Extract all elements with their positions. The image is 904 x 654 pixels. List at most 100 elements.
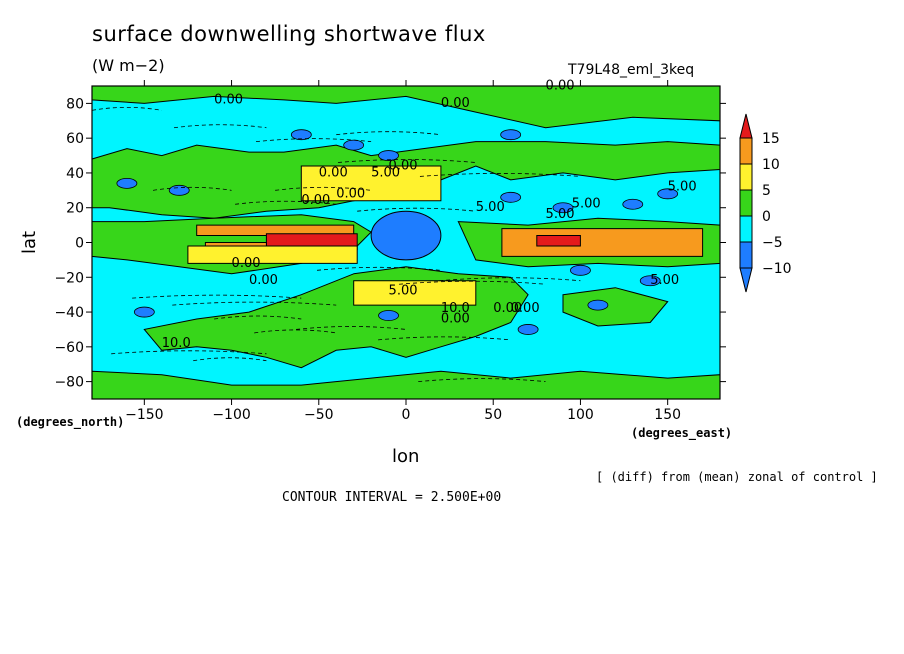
colorbar-segment [739,241,753,269]
colorbar-label: 5 [762,183,771,199]
x-tick-label: 0 [402,407,411,423]
negative-contour-line [275,186,372,191]
colorbar-label: 0 [762,209,771,225]
contour-label: 0.00 [301,193,330,208]
contour-label: 0.00 [441,96,470,111]
contour-region-blue [639,275,661,287]
negative-contour-line [439,277,581,282]
negative-contour-line [398,280,546,285]
negative-contour-line [336,131,441,136]
negative-contour-line [418,378,546,383]
contour-region-blue [500,129,522,141]
contour-label: 0.00 [493,301,522,316]
contour-region-green [562,287,669,327]
contour-label: 5.00 [650,273,679,288]
y-tick-label: 80 [66,96,84,112]
negative-contour-line [214,315,302,320]
negative-contour-line [419,173,581,177]
contour-label: 0.00 [441,311,470,326]
negative-contour-line [234,200,337,205]
contour-region-level-10 [501,228,704,257]
contour-label: 5.00 [668,179,697,194]
contour-region-level-5 [300,165,442,202]
contour-label: 5.00 [371,165,400,180]
contour-label: 5.00 [389,284,418,299]
contour-label: 0.00 [319,165,348,180]
colorbar-segment [739,163,753,191]
y-tick-label: −60 [54,340,84,356]
contour-label: 5.00 [572,197,601,212]
contour-label: 0.00 [232,256,261,271]
y-tick-label: 60 [66,131,84,147]
negative-contour-line [337,159,476,163]
contour-region-level--10 [370,210,442,261]
contour-region-blue [116,177,138,189]
y-tick-label: 0 [75,236,84,252]
contour-region-blue [570,264,591,276]
contour-region-blue [378,150,399,161]
x-tick-label: −50 [304,407,334,423]
colorbar-segment [739,215,753,243]
x-tick-label: −150 [125,407,163,423]
contour-label: 0.00 [336,186,365,201]
x-tick-label: 100 [567,407,594,423]
contour-label: 5.00 [546,207,575,222]
contour-label: 5.00 [476,200,505,215]
contour-region-blue [343,139,365,151]
colorbar-segment [739,137,753,165]
x-tick-label: −100 [212,407,250,423]
negative-contour-line [173,124,267,129]
colorbar-label: −10 [762,261,792,277]
contour-label: 10.0 [441,301,470,316]
x-unit-label: (degrees_east) [631,426,733,440]
negative-contour-line [132,294,302,299]
colorbar-label: 15 [762,131,780,147]
contour-region-blue [552,202,574,214]
x-tick-label: 150 [654,407,681,423]
negative-contour-line [255,138,372,143]
negative-contour-line [254,329,337,334]
colorbar-segment [739,189,753,217]
negative-contour-line [111,350,267,355]
y-tick-label: −80 [54,375,84,391]
negative-contour-line [296,326,407,330]
y-tick-label: 20 [66,201,84,217]
y-tick-label: −40 [54,305,84,321]
contour-label: 0.00 [249,273,278,288]
contour-region-blue [133,306,155,318]
contour-region-blue [378,310,399,321]
contour-region-level-5 [187,245,358,264]
negative-contour-line [193,357,267,362]
chart-units: (W m−2) [92,56,165,75]
colorbar-label: −5 [762,235,783,251]
y-unit-label: (degrees_north) [16,415,125,429]
y-tick-label: −20 [54,270,84,286]
contour-region-blue [290,129,312,141]
contour-region-blue [587,299,609,311]
negative-contour-line [357,207,476,212]
contour-region-level-15 [536,235,581,247]
colorbar-top-arrow [739,113,753,139]
contour-region-blue [500,191,522,203]
contour-label: 0.00 [511,301,540,316]
contour-label: 10.0 [162,336,191,351]
colorbar-label: 10 [762,157,780,173]
run-label: T79L48_eml_3keq [568,62,695,78]
contour-region-blue [517,324,539,335]
x-axis-label: lon [392,446,420,467]
contour-label: 0.00 [214,92,243,107]
colorbar-bottom-arrow [739,267,753,293]
x-tick-label: 50 [484,407,502,423]
y-tick-label: 40 [66,166,84,182]
contour-region-level-5 [353,280,477,306]
contour-region-blue [622,198,644,210]
diff-note: [ (diff) from (mean) zonal of control ] [596,470,878,484]
contour-region-blue [168,184,190,196]
negative-contour-line [378,336,511,341]
chart-title: surface downwelling shortwave flux [92,22,486,46]
contour-region-blue [657,188,679,200]
contour-interval: CONTOUR INTERVAL = 2.500E+00 [282,490,502,505]
contour-label: 0.00 [389,158,418,173]
negative-contour-line [152,186,232,191]
